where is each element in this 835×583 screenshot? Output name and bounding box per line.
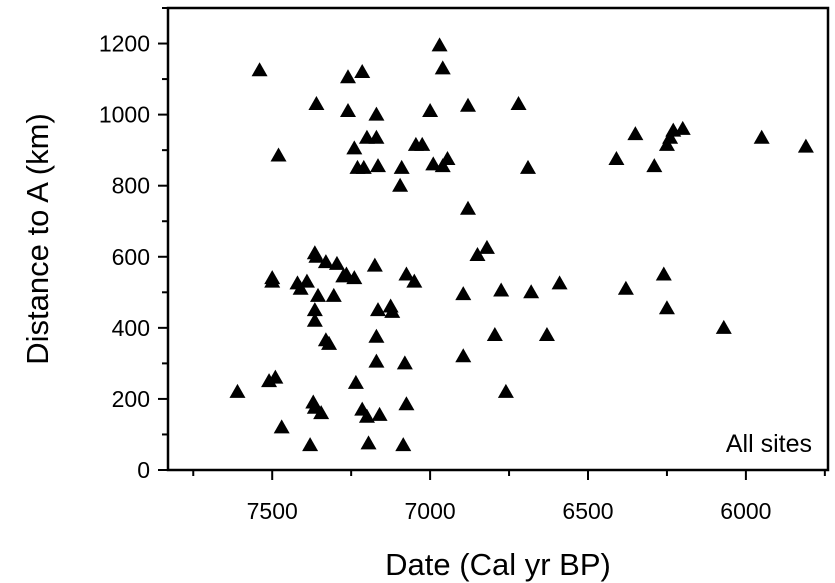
data-point-triangle — [368, 328, 385, 343]
data-points — [229, 37, 814, 452]
data-point-triangle — [393, 159, 410, 174]
data-point-triangle — [497, 383, 514, 398]
data-point-triangle — [538, 326, 555, 341]
data-point-triangle — [358, 408, 375, 423]
data-point-triangle — [313, 405, 330, 420]
data-point-triangle — [551, 275, 568, 290]
x-axis-title: Date (Cal yr BP) — [385, 547, 611, 582]
axis-ticks — [158, 7, 826, 480]
data-point-triangle — [493, 282, 510, 297]
data-point-triangle — [646, 158, 663, 173]
data-point-triangle — [455, 348, 472, 363]
data-point-triangle — [396, 355, 413, 370]
data-point-triangle — [346, 270, 363, 285]
data-point-triangle — [340, 69, 356, 84]
data-point-triangle — [229, 383, 246, 398]
data-point-triangle — [797, 138, 814, 153]
data-point-triangle — [370, 158, 386, 173]
data-point-triangle — [608, 151, 625, 166]
data-point-triangle — [414, 136, 431, 151]
data-point-triangle — [662, 129, 679, 144]
data-point-triangle — [674, 120, 691, 135]
data-point-triangle — [478, 239, 495, 254]
data-point-triangle — [366, 257, 383, 272]
data-point-triangle — [360, 435, 377, 450]
data-point-triangle — [298, 273, 315, 288]
data-point-triangle — [422, 103, 439, 118]
data-point-triangle — [510, 95, 527, 110]
data-point-triangle — [355, 159, 372, 174]
data-point-triangle — [308, 248, 325, 263]
data-point-triangle — [469, 246, 486, 261]
data-point-triangle — [627, 126, 644, 141]
data-point-triangle — [368, 106, 385, 121]
x-tick-label: 7500 — [247, 498, 298, 524]
data-point-triangle — [328, 255, 345, 270]
data-point-triangle — [460, 200, 476, 215]
data-point-triangle — [306, 312, 323, 327]
data-point-triangle — [340, 103, 356, 118]
data-point-triangle — [368, 353, 385, 368]
data-point-triangle — [368, 129, 385, 144]
data-point-triangle — [398, 266, 415, 281]
data-point-triangle — [251, 62, 268, 77]
data-point-triangle — [455, 286, 472, 301]
data-point-triangle — [486, 326, 503, 341]
data-point-triangle — [753, 129, 770, 144]
data-point-triangle — [523, 284, 540, 299]
all-sites-annotation: All sites — [726, 430, 812, 458]
data-point-triangle — [354, 63, 371, 78]
y-tick-label: 600 — [112, 244, 150, 270]
data-point-triangle — [317, 254, 334, 269]
data-point-triangle — [267, 369, 284, 384]
data-point-triangle — [658, 300, 675, 315]
data-point-triangle — [384, 303, 401, 318]
y-tick-label: 200 — [112, 386, 150, 412]
x-tick-label: 6500 — [562, 498, 613, 524]
data-point-triangle — [395, 437, 412, 452]
data-point-triangle — [308, 95, 325, 110]
data-point-triangle — [264, 270, 281, 285]
data-point-triangle — [321, 335, 338, 350]
data-point-triangle — [520, 159, 536, 174]
data-point-triangle — [431, 37, 448, 52]
data-point-triangle — [370, 302, 386, 317]
y-axis-title: Distance to A (km) — [20, 113, 55, 365]
data-point-triangle — [292, 280, 309, 295]
data-point-triangle — [398, 396, 415, 411]
data-point-triangle — [306, 302, 323, 317]
data-point-triangle — [325, 287, 342, 302]
data-point-triangle — [310, 287, 326, 302]
data-point-triangle — [434, 158, 451, 173]
data-point-triangle — [261, 373, 278, 388]
data-point-triangle — [406, 273, 423, 288]
data-point-triangle — [434, 60, 451, 75]
data-point-triangle — [302, 437, 319, 452]
y-tick-label: 400 — [112, 315, 150, 341]
data-point-triangle — [371, 406, 388, 421]
plot-frame — [166, 6, 830, 472]
data-point-triangle — [715, 319, 732, 334]
data-point-triangle — [425, 156, 442, 171]
y-tick-label: 1000 — [99, 102, 150, 128]
data-point-triangle — [655, 266, 672, 281]
y-tick-label: 1200 — [99, 31, 150, 57]
y-tick-label: 800 — [112, 173, 150, 199]
x-tick-label: 7000 — [405, 498, 456, 524]
data-point-triangle — [617, 280, 634, 295]
x-tick-label: 6000 — [720, 498, 771, 524]
y-tick-label: 0 — [137, 457, 150, 483]
data-point-triangle — [273, 419, 290, 434]
data-point-triangle — [439, 151, 456, 166]
data-point-triangle — [392, 177, 409, 192]
data-point-triangle — [270, 147, 287, 162]
data-point-triangle — [658, 136, 675, 151]
tick-labels: 7500 7000 6500 6000 0 200 400 600 800 1000 1200 — [99, 31, 772, 524]
data-point-triangle — [460, 97, 476, 112]
data-point-triangle — [347, 374, 364, 389]
data-point-triangle — [346, 140, 363, 155]
